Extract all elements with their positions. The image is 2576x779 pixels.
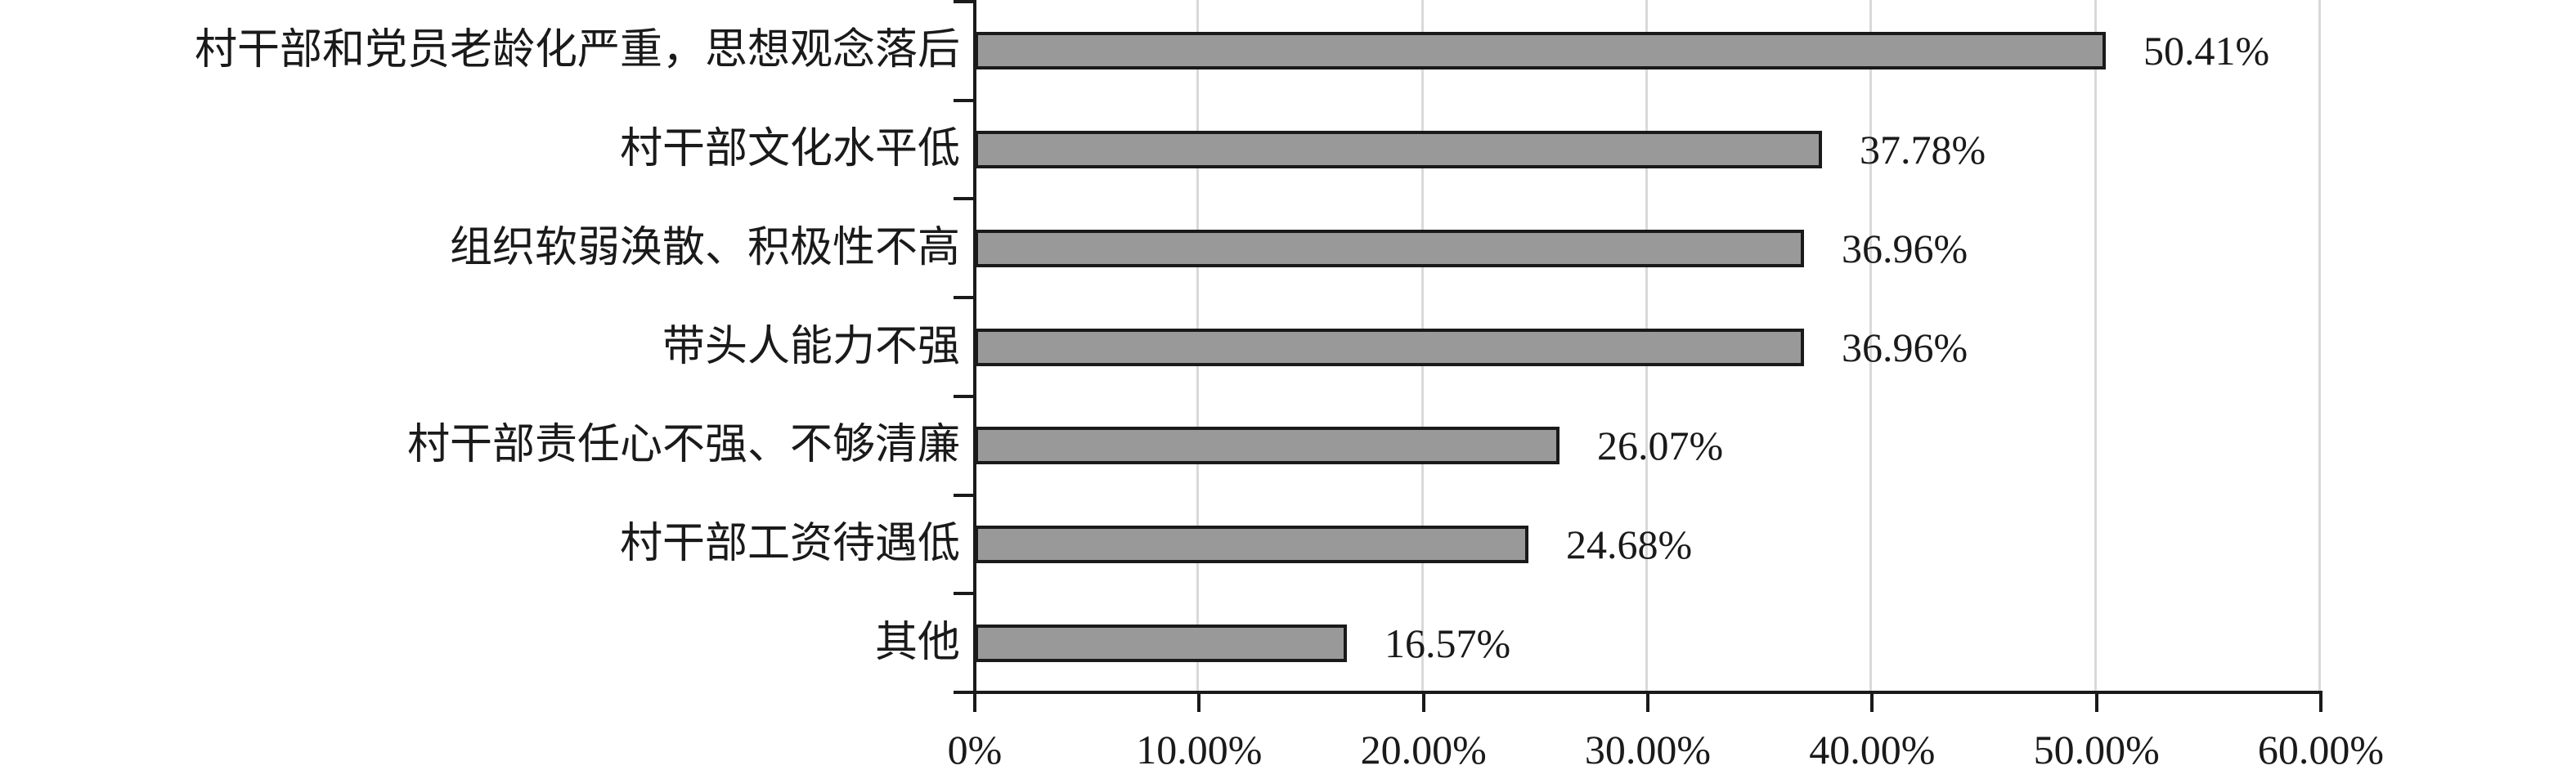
x-axis-tick-10 [1197,691,1201,712]
x-axis-tick-50 [2094,691,2098,712]
bar-1 [975,131,1822,168]
value-label-5: 24.68% [1566,522,1693,567]
y-axis-tick-0 [954,0,973,3]
category-label-1: 村干部文化水平低 [619,126,960,172]
value-label-6: 16.57% [1384,620,1511,666]
bar-5 [975,526,1528,563]
value-label-1: 37.78% [1860,127,1986,172]
y-axis-tick-3 [954,296,973,299]
category-label-4: 村干部责任心不强、不够清廉 [406,422,960,468]
bar-3 [975,329,1804,366]
x-tick-label-20: 20.00% [1360,727,1487,772]
value-label-2: 36.96% [1842,226,1968,271]
y-axis-tick-5 [954,494,973,497]
y-axis-tick-6 [954,592,973,595]
bar-0 [975,32,2106,69]
bar-4 [975,427,1560,464]
x-tick-label-10: 10.00% [1136,727,1263,772]
x-axis-tick-20 [1421,691,1425,712]
category-label-6: 其他 [874,620,960,666]
bar-6 [975,625,1347,662]
category-label-0: 村干部和党员老龄化严重，思想观念落后 [194,27,960,74]
category-label-3: 带头人能力不强 [662,324,960,370]
x-tick-label-50: 50.00% [2033,727,2160,772]
x-axis-tick-30 [1646,691,1649,712]
y-axis-line [973,0,976,712]
x-tick-label-40: 40.00% [1809,727,1936,772]
y-axis-tick-4 [954,395,973,398]
gridline-60-percent [2318,0,2321,692]
x-axis-tick-40 [1870,691,1874,712]
value-label-0: 50.41% [2143,28,2270,74]
y-axis-tick-2 [954,197,973,200]
category-label-5: 村干部工资待遇低 [619,521,960,567]
x-axis-tick-0 [973,691,976,712]
x-tick-label-60: 60.00% [2257,727,2385,772]
value-label-4: 26.07% [1597,423,1724,468]
x-tick-label-30: 30.00% [1584,727,1712,772]
bar-2 [975,230,1804,267]
category-label-2: 组织软弱涣散、积极性不高 [449,225,960,271]
value-label-3: 36.96% [1842,325,1968,370]
gridline-50-percent [2094,0,2097,692]
x-axis-line [954,691,2322,694]
gridline-40-percent [1869,0,1873,692]
y-axis-tick-1 [954,99,973,102]
x-tick-label-0: 0% [947,727,1003,772]
x-axis-tick-60 [2319,691,2322,712]
y-axis-tick-7 [954,691,973,694]
